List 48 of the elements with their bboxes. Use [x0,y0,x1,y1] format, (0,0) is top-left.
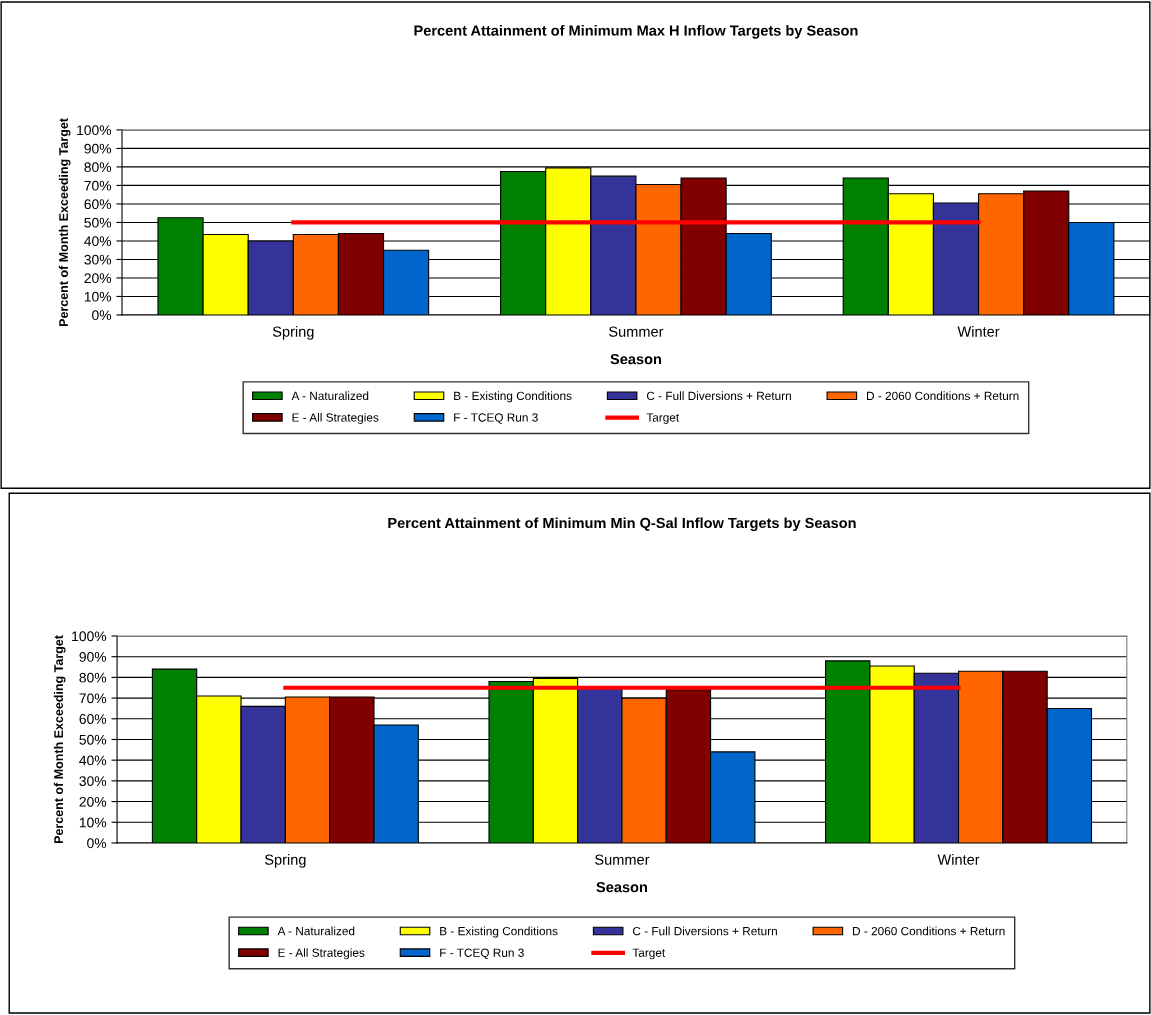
y-tick-label: 50% [84,217,112,228]
legend-label: E - All Strategies [278,948,365,960]
x-tick-label: Summer [609,326,664,337]
y-tick-label: 100% [77,125,112,136]
y-tick-label: 40% [84,236,112,247]
y-tick-label: 50% [79,734,107,745]
y-axis-title: Percent of Month Exceeding Target [53,635,66,844]
y-tick-label: 90% [79,652,107,662]
y-tick-label: 20% [79,796,107,807]
x-tick-label: Summer [595,854,650,865]
y-tick-label: 90% [84,143,112,154]
legend-label: E - All Strategies [292,412,379,424]
x-axis-title: Season [610,353,661,365]
y-axis-title: Percent of Month Exceeding Target [58,118,71,327]
legend-label: F - TCEQ Run 3 [440,948,524,960]
legend-label: A - Naturalized [291,391,369,401]
legend-label: B - Existing Conditions [440,926,558,938]
legend-label: C - Full Diversions + Return [632,926,777,936]
y-tick-label: 0% [87,838,107,849]
y-tick-label: 60% [84,199,112,210]
legend-label: B - Existing Conditions [454,391,572,403]
legend-label: D - 2060 Conditions + Return [853,926,1005,936]
y-tick-label: 40% [79,755,107,766]
legend-label: A - Naturalized [277,926,355,936]
y-tick-label: 10% [84,291,112,302]
chart-title: Percent Attainment of Minimum Min Q-Sal Inflow Targets by Season [388,517,856,532]
y-tick-label: 100% [72,631,107,642]
legend-label: Target [646,413,680,424]
x-axis-title: Season [596,881,647,893]
legend-label: F - TCEQ Run 3 [454,413,538,424]
y-tick-label: 10% [79,817,107,828]
y-tick-label: 0% [92,310,112,321]
legend-label: C - Full Diversions + Return [646,391,791,401]
y-tick-label: 70% [84,180,112,191]
x-tick-label: Winter [957,326,1000,337]
y-tick-label: 80% [84,162,112,173]
y-tick-label: 20% [84,273,112,284]
x-tick-label: Winter [937,854,980,865]
x-tick-label: Spring [264,854,306,868]
y-tick-label: 30% [84,254,112,265]
x-tick-label: Spring [272,326,314,340]
y-tick-label: 60% [79,714,107,724]
legend-label: D - 2060 Conditions + Return [867,391,1019,401]
y-tick-label: 30% [79,776,107,787]
y-tick-label: 70% [79,693,107,704]
legend-label: Target [632,948,666,960]
chart-title: Percent Attainment of Minimum Max H Inflow Targets by Season [414,25,858,39]
y-tick-label: 80% [79,672,107,683]
